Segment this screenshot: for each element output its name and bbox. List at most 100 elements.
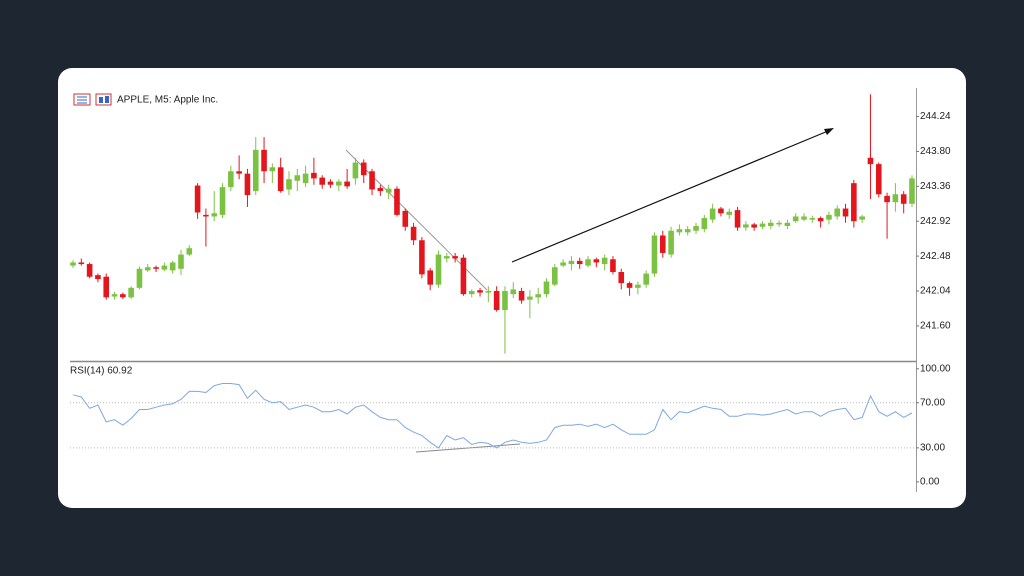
candle-body (419, 240, 425, 275)
candle-body (709, 208, 716, 220)
candle-body (909, 178, 915, 204)
candle-body (884, 195, 890, 203)
candle-body (535, 294, 541, 298)
candle-body (261, 149, 267, 172)
candle-body (826, 214, 832, 220)
candle-body (510, 289, 517, 295)
candle-body (95, 275, 101, 280)
y-tick-label: 243.80 (920, 146, 951, 157)
trend-arrow (511, 130, 829, 263)
candle-body (435, 254, 442, 285)
candle-body (186, 248, 193, 255)
candle-body (468, 291, 475, 295)
candle-body (651, 235, 658, 274)
y-tick-label: 70.00 (920, 397, 945, 408)
candle-body (552, 267, 558, 285)
candle-body (211, 213, 218, 217)
candle-body (576, 260, 583, 265)
candle-body (144, 267, 151, 271)
candle-body (618, 271, 625, 284)
candle-body (136, 268, 143, 288)
candle-body (369, 171, 375, 190)
candle-body (377, 187, 384, 192)
candle-body (394, 188, 400, 215)
candle-body (759, 223, 766, 227)
candle-body (701, 218, 708, 230)
candle-body (684, 229, 691, 233)
candle-body (444, 256, 450, 259)
candle-body (228, 171, 234, 188)
candle-body (86, 264, 93, 277)
header-icons (73, 93, 112, 106)
candle-body (593, 259, 600, 263)
candle-body (718, 208, 724, 214)
candle-body (111, 294, 118, 297)
candle-body (219, 187, 226, 215)
candle-body (867, 157, 874, 165)
candle-body (460, 257, 467, 295)
candle-body (792, 216, 799, 222)
candle-body (178, 254, 184, 269)
candle-body (875, 164, 882, 195)
candle-body (153, 267, 159, 269)
candle-body (327, 181, 334, 185)
candle-body (635, 284, 641, 288)
candle-body (311, 172, 317, 179)
candle-body (502, 291, 508, 311)
y-tick-label: 242.48 (920, 251, 951, 262)
candle-body (626, 283, 633, 288)
y-tick-label: 30.00 (920, 443, 945, 454)
candle-body (427, 270, 433, 285)
candle-body (302, 173, 309, 184)
y-tick-label: 242.04 (920, 286, 951, 297)
rsi-line (72, 383, 913, 449)
candle-body (668, 230, 674, 255)
candle-body (900, 194, 907, 204)
candle-body (527, 296, 533, 300)
candle-body (659, 235, 666, 253)
candle-body (244, 173, 251, 196)
candle-body (568, 260, 575, 265)
candle-body (560, 262, 566, 266)
candle-body (352, 162, 359, 179)
candle-body (477, 290, 483, 293)
candle-body (543, 281, 550, 295)
candle-body (743, 224, 749, 228)
candle-body (360, 162, 367, 176)
candle-body (817, 218, 824, 222)
y-tick-label: 241.60 (920, 321, 951, 332)
candle-body (120, 294, 126, 298)
candle-body (676, 229, 683, 233)
candle-body (493, 291, 500, 311)
y-tick-label: 244.24 (920, 111, 951, 122)
candle-body (277, 167, 284, 192)
candle-body (128, 287, 134, 298)
candle-body (410, 226, 417, 241)
candle-body (385, 188, 392, 193)
y-tick-label: 242.92 (920, 216, 951, 227)
candle-body (78, 262, 85, 265)
candle-body (892, 194, 899, 203)
candle-body (859, 216, 865, 220)
rsi-trend-line (415, 443, 521, 453)
candle-body (269, 167, 276, 172)
candle-body (319, 177, 326, 185)
chart: APPLE, M5: Apple Inc. RSI(14) 60.92 244.… (70, 88, 951, 492)
arrow-head (824, 128, 834, 135)
candle-body (734, 210, 741, 228)
plot: 244.24 243.80 243.36 242.92 242.48 242.04 241.… (70, 94, 951, 487)
candle-body (294, 175, 301, 181)
candle-body (518, 291, 525, 301)
candle-body (610, 259, 616, 272)
candle-body (784, 222, 791, 226)
candle-body (70, 262, 76, 266)
candle-body (693, 225, 699, 231)
y-tick-label: 100.00 (920, 363, 951, 374)
candle-body (726, 211, 733, 215)
candle-body (485, 291, 492, 293)
candle-body (402, 210, 409, 227)
candle-body (776, 222, 782, 225)
candle-body (252, 149, 259, 192)
candle-body (344, 181, 350, 187)
candle-body (851, 183, 857, 222)
